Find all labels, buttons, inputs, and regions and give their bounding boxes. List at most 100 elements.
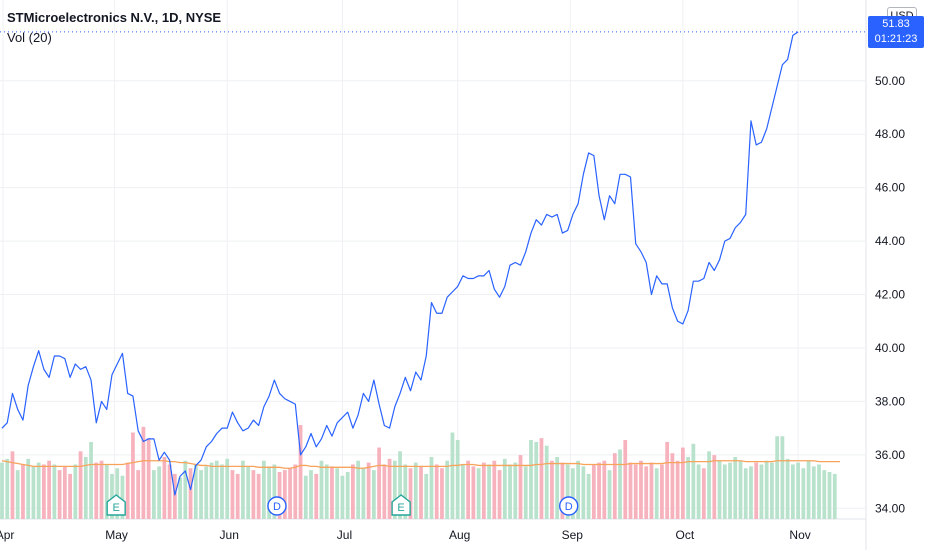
volume-bar — [298, 425, 303, 519]
volume-bar — [424, 473, 429, 519]
volume-bar — [633, 464, 638, 519]
volume-bar — [429, 456, 434, 519]
x-tick-label: Jun — [220, 528, 239, 542]
volume-bar — [62, 466, 67, 519]
y-tick-label: 50.00 — [875, 74, 905, 88]
volume-bar — [125, 462, 130, 519]
volume-bar — [413, 462, 418, 519]
earnings-marker[interactable]: E — [391, 494, 411, 516]
volume-bar — [104, 464, 109, 519]
volume-bar — [660, 464, 664, 519]
x-tick-label: Apr — [0, 528, 14, 542]
volume-bar — [47, 460, 52, 519]
volume-bar — [487, 464, 491, 519]
volume-bar — [534, 441, 539, 519]
volume-bar — [822, 470, 827, 519]
volume-bar — [21, 464, 25, 519]
volume-bar — [361, 468, 366, 519]
volume-bar — [340, 475, 345, 519]
y-tick-label: 36.00 — [875, 448, 905, 462]
volume-bar — [10, 451, 15, 519]
volume-bar — [707, 451, 711, 519]
volume-bar — [356, 460, 361, 519]
x-tick-label: May — [105, 528, 128, 542]
volume-bar — [550, 460, 554, 519]
volume-bar — [31, 466, 36, 519]
volume-bar — [335, 468, 340, 519]
dividend-marker-label: D — [273, 501, 281, 513]
volume-bar — [675, 460, 680, 519]
volume-bar — [759, 464, 764, 519]
volume-bar — [649, 462, 654, 519]
y-tick-label: 44.00 — [875, 234, 905, 248]
volume-ma-path — [1, 460, 840, 469]
volume-bar — [508, 464, 512, 519]
volume-bar — [817, 464, 821, 519]
volume-bar — [288, 468, 292, 519]
volume-indicator-label[interactable]: Vol (20) — [7, 30, 52, 45]
volume-bar — [754, 462, 759, 519]
bar-countdown: 01:21:23 — [874, 33, 918, 45]
time-axis[interactable]: Apr May Jun Jul Aug Sep Oct Nov — [0, 528, 811, 542]
price-axis[interactable]: 34.00 36.00 38.00 40.00 42.00 44.00 46.00 48.00… — [875, 74, 905, 516]
volume-bar — [15, 470, 20, 519]
volume-bar — [387, 458, 392, 519]
volume-bar — [733, 456, 738, 519]
volume-bar — [450, 432, 455, 519]
volume-bar — [398, 451, 402, 519]
dividend-marker[interactable]: D — [267, 496, 287, 516]
volume-bar — [99, 460, 104, 519]
volume-bar — [586, 473, 591, 519]
volume-bar — [571, 468, 575, 519]
volume-bar — [26, 458, 31, 519]
x-tick-label: Jul — [337, 528, 352, 542]
volume-bar — [712, 455, 717, 519]
symbol-title[interactable]: STMicroelectronics N.V., 1D, NYSE — [7, 10, 222, 25]
volume-bar — [5, 458, 10, 519]
volume-bar — [722, 464, 727, 519]
volume-bar — [366, 462, 371, 519]
volume-bar — [502, 458, 507, 519]
volume-bar — [801, 468, 806, 519]
volume-bar — [497, 470, 502, 519]
volume-bar — [602, 460, 607, 519]
y-tick-label: 40.00 — [875, 341, 905, 355]
volume-bar — [377, 447, 381, 519]
volume-bar — [235, 473, 240, 519]
volume-bar — [303, 475, 308, 519]
dividend-marker[interactable]: D — [558, 496, 579, 516]
volume-bar — [73, 464, 78, 519]
volume-bar — [644, 466, 649, 519]
price-line — [1, 31, 799, 496]
volume-bar — [220, 464, 224, 519]
volume-bar — [345, 472, 350, 519]
volume-bar — [560, 462, 565, 519]
volume-bar — [371, 470, 376, 519]
volume-bar — [408, 468, 413, 519]
volume-bar — [717, 460, 722, 519]
volume-bar — [256, 473, 261, 519]
volume-bar — [529, 440, 533, 519]
volume-bar — [544, 445, 549, 519]
volume-bar — [670, 453, 675, 519]
volume-bar — [775, 436, 780, 519]
volume-bar — [618, 449, 622, 519]
volume-bar — [246, 466, 251, 519]
volume-bar — [513, 462, 518, 519]
volume-bar — [157, 466, 162, 519]
dividend-marker-label: D — [565, 501, 573, 513]
volume-bar — [591, 464, 596, 519]
volume-bar — [434, 464, 439, 519]
earnings-marker[interactable]: E — [106, 494, 126, 516]
volume-bar — [696, 464, 701, 519]
earnings-marker-label: E — [113, 502, 120, 514]
volume-bar — [701, 468, 706, 519]
volume-bar — [471, 466, 476, 519]
volume-ma-line — [1, 460, 840, 469]
volume-bar — [309, 470, 313, 519]
volume-bar — [183, 460, 188, 519]
volume-bar — [623, 440, 628, 519]
